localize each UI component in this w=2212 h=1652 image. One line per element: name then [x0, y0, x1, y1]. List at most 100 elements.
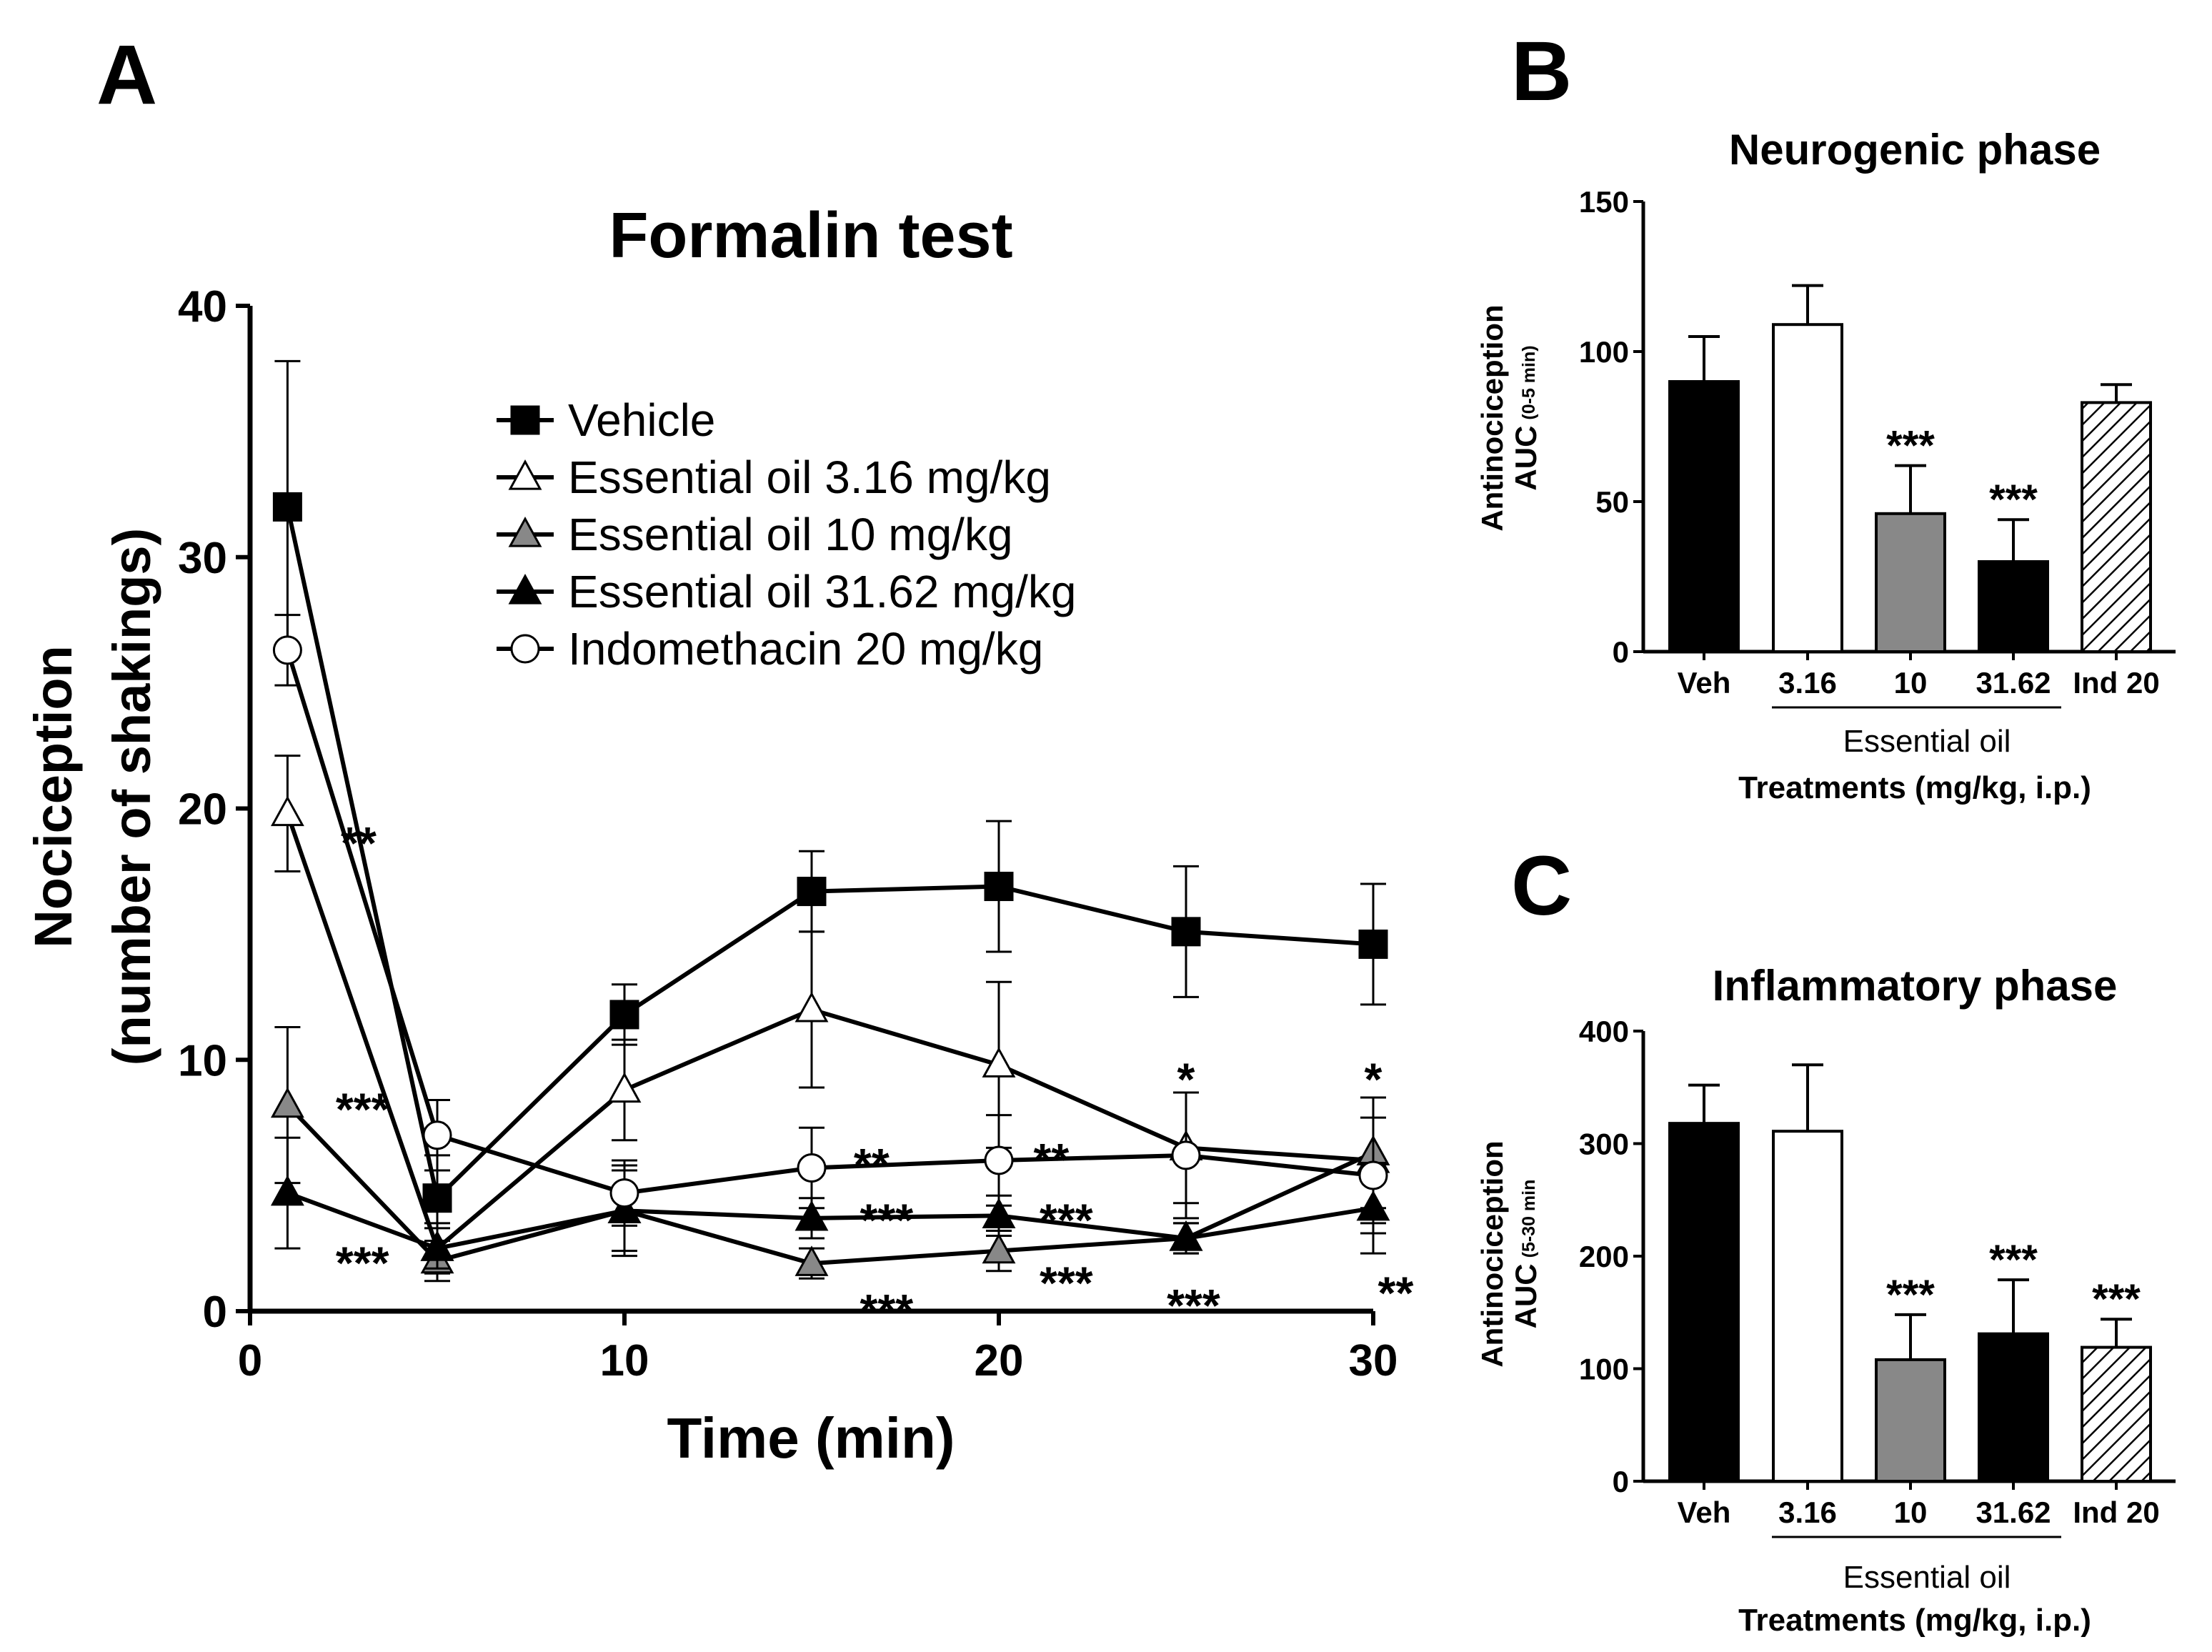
chart-a-point [984, 1145, 1014, 1175]
chart-b-bar [1978, 560, 2049, 653]
chart-c-y-label-auc: AUC [1509, 1263, 1543, 1328]
chart-c-significance-label: *** [1886, 1272, 1935, 1318]
chart-a-significance-label: *** [1040, 1194, 1093, 1245]
chart-a-legend-marker [508, 574, 542, 604]
chart-b-y-label-sub: (0-5 min) [1519, 345, 1539, 419]
chart-a-point [420, 1230, 454, 1261]
chart-a-legend-label: Vehicle [568, 394, 715, 446]
chart-c-category-label: 31.62 [1976, 1496, 2051, 1529]
chart-b-category-label: 3.16 [1778, 666, 1837, 700]
chart-c-bar [1772, 1130, 1843, 1483]
chart-b-y-label-line2: AUC (0-5 min) [1509, 345, 1543, 490]
chart-a-point [1358, 929, 1388, 959]
chart-a-y-tick-label: 10 [178, 1036, 227, 1085]
chart-b-y-label-line1: Antinociception [1475, 304, 1509, 531]
chart-b-plot: 0 50 100 150 Veh 3.16 10 *** 31.62 *** Ind 20 [1579, 185, 2176, 709]
chart-a-legend-marker [510, 405, 540, 435]
chart-c-y-label-line2: AUC (5-30 min [1509, 1180, 1543, 1329]
chart-a-point [270, 1087, 304, 1118]
chart-c-bar [1978, 1332, 2049, 1483]
chart-b-y-label-auc: AUC [1509, 426, 1543, 491]
chart-a-significance-label: *** [336, 1237, 389, 1288]
chart-a-point [797, 1153, 827, 1183]
chart-a-legend-marker [508, 459, 542, 490]
chart-c-significance-label: *** [1989, 1237, 2038, 1283]
chart-a-y-tick-label: 30 [178, 534, 227, 583]
chart-c-y-tick-label: 100 [1579, 1353, 1629, 1386]
chart-b-category-label: 31.62 [1976, 666, 2051, 700]
chart-a-significance-label: ** [341, 817, 377, 869]
chart-c-y-tick-label: 200 [1579, 1240, 1629, 1273]
chart-a-significance-label: ** [854, 1139, 890, 1190]
panel-c-inflammatory-bar-chart: C Inflammatory phase 0 100 200 300 400 Veh 3.1… [1475, 839, 2176, 1638]
chart-a-point [272, 635, 302, 665]
chart-a-x-label: Time (min) [667, 1406, 955, 1470]
chart-a-point [1169, 1220, 1203, 1251]
chart-c-bar [1875, 1358, 1946, 1483]
chart-a-point [422, 1183, 452, 1213]
chart-a-x-tick-label: 10 [600, 1336, 649, 1385]
chart-c-y-tick-label: 300 [1579, 1128, 1629, 1161]
chart-a-series [270, 359, 1390, 1283]
chart-a-point [1358, 1160, 1388, 1190]
chart-c-category-label: Veh [1678, 1496, 1731, 1529]
chart-b-y-tick-label: 100 [1579, 335, 1629, 369]
chart-b-category-label: Veh [1678, 666, 1731, 700]
chart-a-significance-label: *** [860, 1285, 913, 1336]
chart-c-category-label: Ind 20 [2073, 1496, 2159, 1529]
chart-c-y-label-line1: Antinociception [1475, 1140, 1509, 1367]
chart-a-point [982, 1198, 1016, 1228]
chart-a-point [797, 877, 827, 907]
chart-c-x-label: Treatments (mg/kg, i.p.) [1738, 1603, 2091, 1638]
chart-b-bar [1772, 323, 1843, 653]
chart-a-legend-marker [508, 517, 542, 547]
chart-c-significance-label: *** [2092, 1276, 2141, 1323]
chart-c-bar [1668, 1122, 1740, 1483]
chart-a-legend-item: Indomethacin 20 mg/kg [497, 623, 1043, 675]
chart-a-significance: ******************************* [336, 817, 1414, 1336]
chart-a-significance-label: *** [1040, 1257, 1093, 1308]
chart-a-point [272, 492, 302, 522]
chart-b-y-tick-label: 150 [1579, 185, 1629, 219]
chart-a-legend: Vehicle Essential oil 3.16 mg/kg Essential… [497, 394, 1077, 675]
chart-a-point [794, 1200, 829, 1231]
chart-b-significance-label: *** [1989, 477, 2038, 523]
chart-a-legend-label: Essential oil 3.16 mg/kg [568, 452, 1051, 503]
chart-a-point [982, 1047, 1016, 1078]
chart-a-point [609, 1178, 639, 1208]
chart-a-axes: 0 10 20 30 0 10 20 30 40 [178, 282, 1398, 1385]
chart-a-point [1171, 917, 1201, 947]
chart-a-y-label-line1: Nociception [24, 645, 83, 947]
chart-a-point [607, 1072, 642, 1103]
chart-a-legend-label: Indomethacin 20 mg/kg [568, 623, 1043, 675]
chart-a-x-tick-label: 0 [238, 1336, 262, 1385]
chart-a-significance-label: * [1365, 1053, 1382, 1105]
chart-a-point [270, 1175, 304, 1206]
chart-a-legend-label: Essential oil 10 mg/kg [568, 509, 1013, 560]
panel-letter-a: A [96, 28, 157, 122]
chart-a-series-3 [270, 1136, 1390, 1270]
chart-c-bar [2081, 1345, 2152, 1483]
chart-a-y-tick-label: 0 [203, 1288, 227, 1337]
chart-a-x-tick-label: 30 [1349, 1336, 1398, 1385]
chart-a-legend-marker [510, 634, 540, 664]
chart-a-legend-label: Essential oil 31.62 mg/kg [568, 566, 1077, 617]
chart-a-point [982, 1233, 1016, 1264]
chart-a-title: Formalin test [609, 200, 1012, 272]
chart-a-point [422, 1120, 452, 1150]
chart-b-significance-label: *** [1886, 423, 1935, 469]
chart-c-plot: 0 100 200 300 400 Veh 3.16 10 *** 31.62 *** Ind 20 *… [1579, 1015, 2176, 1538]
chart-a-significance-label: ** [1378, 1267, 1414, 1318]
chart-b-bar [1875, 512, 1946, 653]
chart-a-y-tick-label: 40 [178, 282, 227, 332]
panel-b-neurogenic-bar-chart: B Neurogenic phase 0 50 100 150 Veh 3.16 10 ***… [1475, 24, 2176, 805]
chart-a-point [984, 872, 1014, 902]
chart-a-series-line [285, 650, 1374, 1195]
chart-a-point [609, 1000, 639, 1030]
chart-b-category-label: 10 [1894, 666, 1928, 700]
chart-a-point [1171, 1140, 1201, 1170]
chart-a-point [270, 795, 304, 827]
chart-a-point [794, 991, 829, 1022]
chart-a-legend-item: Essential oil 3.16 mg/kg [497, 452, 1051, 503]
